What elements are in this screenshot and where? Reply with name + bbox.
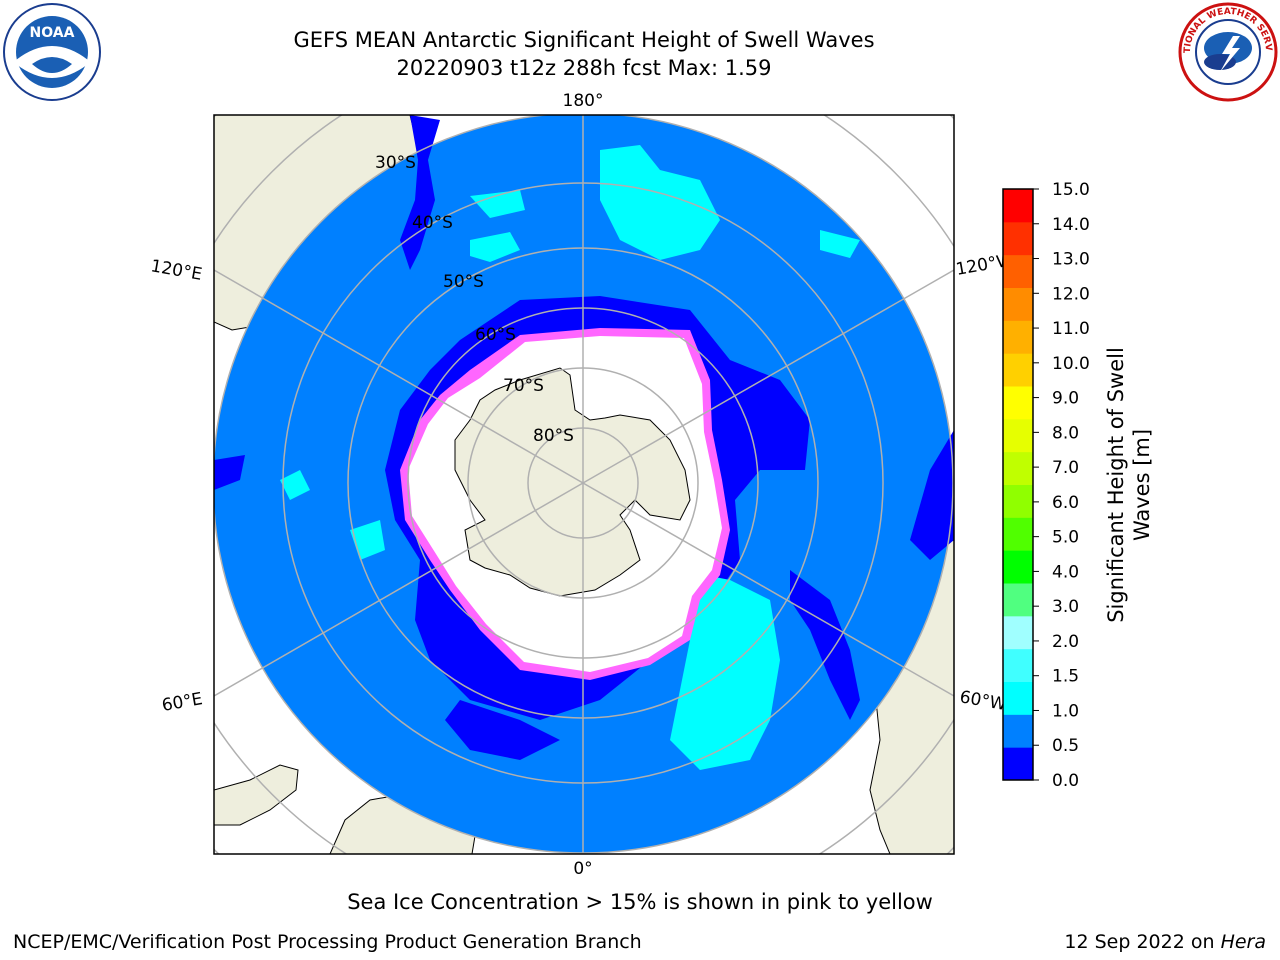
colorbar-segment xyxy=(1003,517,1033,551)
colorbar-segment xyxy=(1003,714,1033,748)
credit-text: NCEP/EMC/Verification Post Processing Pr… xyxy=(13,931,642,953)
lat-label-70s: 70°S xyxy=(503,376,544,396)
lat-label-60s: 60°S xyxy=(475,325,516,345)
colorbar-tick-label: 10.0 xyxy=(1052,354,1090,374)
colorbar-segment xyxy=(1003,386,1033,420)
colorbar-tick-label: 3.0 xyxy=(1052,597,1079,617)
credit-date: 12 Sep 2022 on Hera xyxy=(1064,931,1266,953)
colorbar-label: Significant Height of SwellWaves [m] xyxy=(1104,347,1154,623)
lon-label-0: 0° xyxy=(573,859,592,879)
lat-label-80s: 80°S xyxy=(533,426,574,446)
colorbar-tick-label: 11.0 xyxy=(1052,319,1090,339)
chart-subtitle: 20220903 t12z 288h fcst Max: 1.59 xyxy=(396,56,772,80)
graticule xyxy=(214,115,954,854)
lon-label-60w: 60°W xyxy=(958,687,1008,715)
colorbar-segment xyxy=(1003,320,1033,354)
lon-label-60e: 60°E xyxy=(160,689,204,716)
noaa-logo-text: NOAA xyxy=(30,25,75,41)
lat-label-50s: 50°S xyxy=(443,272,484,292)
colorbar-segment xyxy=(1003,648,1033,682)
colorbar-segment xyxy=(1003,221,1033,256)
nws-logo-icon: NATIONAL WEATHER SERVICE xyxy=(1178,2,1278,102)
colorbar-segment xyxy=(1003,484,1033,518)
colorbar-tick-label: 4.0 xyxy=(1052,562,1079,582)
colorbar-tick-label: 13.0 xyxy=(1052,250,1090,270)
colorbar-tick-label: 0.5 xyxy=(1052,736,1079,756)
colorbar-segment xyxy=(1003,189,1033,223)
colorbar-segment xyxy=(1003,681,1033,715)
lon-label-120e: 120°E xyxy=(149,256,203,285)
lon-label-180: 180° xyxy=(563,91,604,111)
colorbar-segment xyxy=(1003,451,1033,485)
colorbar-tick-label: 15.0 xyxy=(1052,180,1090,200)
colorbar-segment xyxy=(1003,615,1033,650)
colorbar-tick-label: 9.0 xyxy=(1052,389,1079,409)
sea-ice-note: Sea Ice Concentration > 15% is shown in … xyxy=(347,890,933,914)
colorbar-tick-label: 6.0 xyxy=(1052,493,1079,513)
colorbar-segment xyxy=(1003,583,1033,617)
madagascar-land xyxy=(214,764,299,826)
colorbar-tick-label: 5.0 xyxy=(1052,528,1079,548)
colorbar-segment xyxy=(1003,254,1033,288)
noaa-logo-icon: NOAA xyxy=(3,3,101,101)
colorbar-segment xyxy=(1003,747,1033,781)
colorbar: 0.0 0.5 1.0 1.5 2.0 3.0 4.0 5.0 6.0 7.0 8.0 9.0 10.0… xyxy=(1002,180,1090,791)
colorbar-tick-label: 1.0 xyxy=(1052,701,1079,721)
colorbar-segment xyxy=(1003,550,1033,584)
map-frame xyxy=(213,114,955,855)
antarctica-land xyxy=(454,367,691,597)
colorbar-tick-label: 2.0 xyxy=(1052,632,1079,652)
lat-label-40s: 40°S xyxy=(412,213,453,233)
colorbar-tick-label: 7.0 xyxy=(1052,458,1079,478)
map-plot-area: 30°S 40°S 50°S 60°S 70°S 80°S xyxy=(214,115,954,854)
colorbar-segment xyxy=(1003,287,1033,321)
credit-host: Hera xyxy=(1220,931,1266,953)
colorbar-tick-label: 0.0 xyxy=(1052,771,1079,791)
lat-label-30s: 30°S xyxy=(375,153,416,173)
chart-title: GEFS MEAN Antarctic Significant Height o… xyxy=(293,28,875,52)
colorbar-tick-label: 12.0 xyxy=(1052,284,1090,304)
credit-date-text: 12 Sep 2022 on xyxy=(1064,931,1221,953)
colorbar-segment xyxy=(1003,353,1033,387)
colorbar-tick-label: 8.0 xyxy=(1052,423,1079,443)
colorbar-frame xyxy=(1002,188,1034,781)
colorbar-segment xyxy=(1003,418,1033,453)
colorbar-tick-label: 14.0 xyxy=(1052,215,1090,235)
colorbar-tick-label: 1.5 xyxy=(1052,667,1079,687)
